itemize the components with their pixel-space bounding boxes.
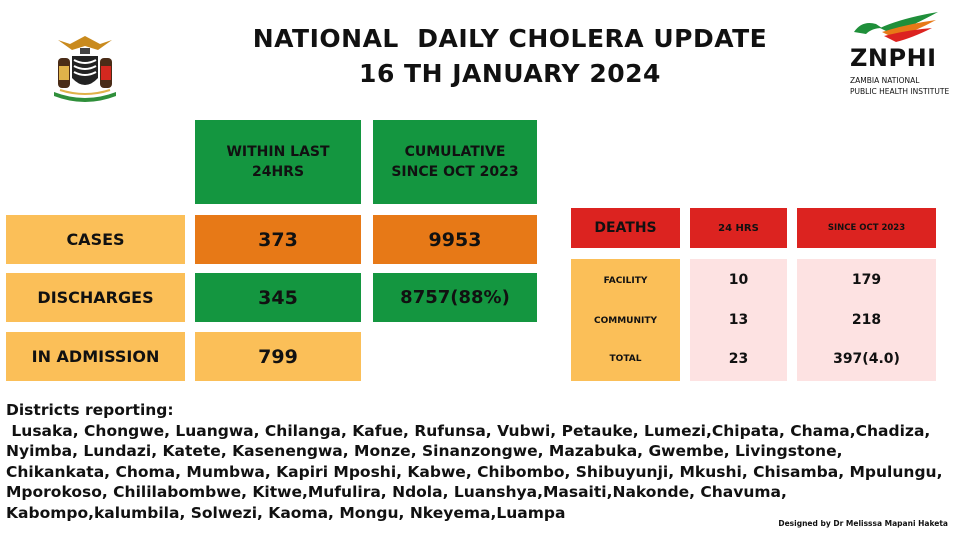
admission-last24: 799 [195, 332, 361, 381]
districts-section: Districts reporting: Lusaka, Chongwe, Lu… [6, 400, 951, 523]
deaths-header-24hrs: 24 HRS [690, 208, 787, 248]
header-cumulative-line1: CUMULATIVE [404, 144, 506, 160]
deaths-label-community: COMMUNITY [593, 316, 657, 326]
znphi-logo: ZNPHI ZAMBIA NATIONAL PUBLIC HEALTH INST… [846, 10, 950, 100]
districts-list: Lusaka, Chongwe, Luangwa, Chilanga, Kafu… [6, 421, 948, 522]
coat-of-arms-icon [50, 30, 120, 106]
deaths-labels-panel: FACILITY COMMUNITY TOTAL [571, 259, 680, 381]
deaths-label-facility: FACILITY [603, 276, 648, 286]
designer-credit: Designed by Dr Melisssa Mapani Haketa [778, 519, 948, 528]
deaths-community-24h: 13 [728, 312, 749, 328]
header-within-24hrs-line2: 24HRS [251, 164, 305, 180]
discharges-cumulative: 8757(88%) [373, 273, 537, 322]
logo-line1: ZAMBIA NATIONAL [850, 76, 920, 85]
header-within-24hrs-line1: WITHIN LAST [226, 144, 330, 160]
deaths-24hrs-panel: 10 13 23 [690, 259, 787, 381]
districts-heading: Districts reporting: [6, 401, 174, 419]
row-label-discharges: DISCHARGES [6, 273, 185, 322]
row-label-in-admission: IN ADMISSION [6, 332, 185, 381]
page-title-line2: 16 TH JANUARY 2024 [359, 59, 661, 88]
header-cumulative-line2: SINCE OCT 2023 [391, 164, 519, 180]
bird-icon [854, 12, 938, 42]
row-label-cases: CASES [6, 215, 185, 264]
logo-line2: PUBLIC HEALTH INSTITUTE [850, 87, 950, 96]
deaths-facility-24h: 10 [728, 272, 749, 288]
cases-cumulative: 9953 [373, 215, 537, 264]
page-title-line1: NATIONAL DAILY CHOLERA UPDATE [252, 24, 768, 53]
logo-abbr: ZNPHI [850, 44, 937, 72]
cases-last24: 373 [195, 215, 361, 264]
deaths-label-total: TOTAL [609, 354, 642, 364]
deaths-total-since: 397(4.0) [833, 351, 900, 367]
deaths-since-panel: 179 218 397(4.0) [797, 259, 936, 381]
discharges-last24: 345 [195, 273, 361, 322]
deaths-header: DEATHS [571, 208, 680, 248]
header-cumulative: CUMULATIVE SINCE OCT 2023 [373, 120, 537, 204]
deaths-community-since: 218 [851, 312, 882, 328]
deaths-facility-since: 179 [851, 272, 882, 288]
deaths-total-24h: 23 [728, 351, 749, 367]
header-within-24hrs: WITHIN LAST 24HRS [195, 120, 361, 204]
deaths-header-since: SINCE OCT 2023 [797, 208, 936, 248]
